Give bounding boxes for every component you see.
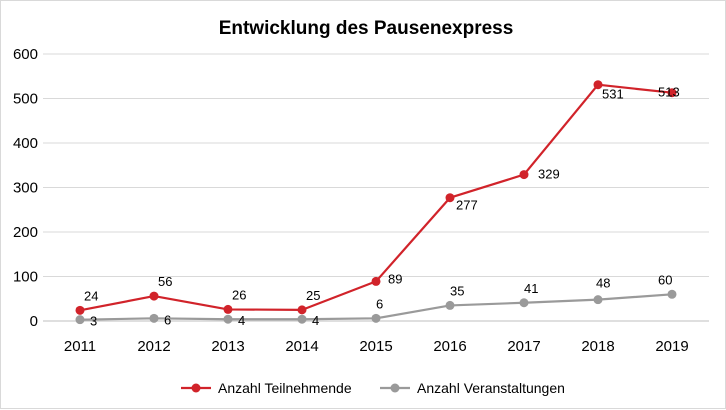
data-point: [371, 276, 381, 286]
data-point: [371, 313, 381, 323]
data-label: 6: [164, 312, 171, 327]
data-label: 4: [238, 313, 245, 328]
series: [75, 80, 677, 325]
data-label: 531: [602, 87, 624, 102]
legend-label: Anzahl Teilnehmende: [218, 380, 352, 396]
data-label: 60: [658, 272, 672, 287]
data-label: 4: [312, 313, 319, 328]
legend-marker: [390, 383, 400, 393]
data-point: [297, 305, 307, 315]
data-point: [667, 289, 677, 299]
x-tick-label: 2011: [64, 338, 96, 355]
data-label: 41: [524, 281, 538, 296]
data-point: [667, 88, 677, 98]
data-point: [445, 300, 455, 310]
data-point: [75, 305, 85, 315]
x-tick-label: 2015: [359, 338, 392, 355]
data-point: [75, 315, 85, 325]
x-tick-label: 2018: [581, 338, 614, 355]
y-tick-label: 100: [13, 269, 38, 286]
data-point: [593, 295, 603, 305]
data-label: 56: [158, 274, 172, 289]
data-label: 89: [388, 271, 402, 286]
x-tick-label: 2013: [211, 338, 244, 355]
legend-label: Anzahl Veranstaltungen: [417, 380, 565, 396]
legend: Anzahl Teilnehmende Anzahl Veranstaltunge…: [181, 380, 565, 396]
chart-title: Entwicklung des Pausenexpress: [219, 18, 514, 39]
y-tick-label: 500: [13, 91, 38, 108]
data-label: 26: [232, 287, 246, 302]
data-point: [519, 298, 529, 308]
data-point: [223, 304, 233, 314]
data-point: [445, 193, 455, 203]
data-label: 329: [538, 167, 560, 182]
legend-marker: [191, 383, 201, 393]
data-point: [593, 80, 603, 90]
x-tick-label: 2017: [507, 338, 540, 355]
y-tick-label: 300: [13, 180, 38, 197]
x-tick-label: 2012: [137, 338, 170, 355]
data-point: [519, 170, 529, 180]
data-label: 48: [596, 276, 610, 291]
data-label: 24: [84, 288, 98, 303]
y-tick-label: 400: [13, 135, 38, 152]
data-label: 35: [450, 283, 464, 298]
x-tick-label: 2019: [655, 338, 688, 355]
x-tick-label: 2014: [285, 338, 318, 355]
data-point: [149, 291, 159, 301]
data-point: [149, 313, 159, 323]
y-tick-label: 200: [13, 224, 38, 241]
data-label: 513: [658, 85, 680, 100]
data-labels: 24 56 26 25 89 277 329 531 513 3 6 4 4 6 35 41 48 60: [84, 85, 680, 329]
x-tick-label: 2016: [433, 338, 466, 355]
data-point: [297, 314, 307, 324]
data-label: 3: [90, 314, 97, 329]
y-tick-label: 0: [30, 313, 38, 330]
grid: [43, 53, 709, 322]
data-label: 277: [456, 198, 478, 213]
data-label: 6: [376, 296, 383, 311]
y-tick-label: 600: [13, 46, 38, 63]
data-point: [223, 314, 233, 324]
axes: 0 100 200 300 400 500 600 2011 2012 2013 2014 2015 2…: [13, 46, 689, 355]
data-label: 25: [306, 288, 320, 303]
